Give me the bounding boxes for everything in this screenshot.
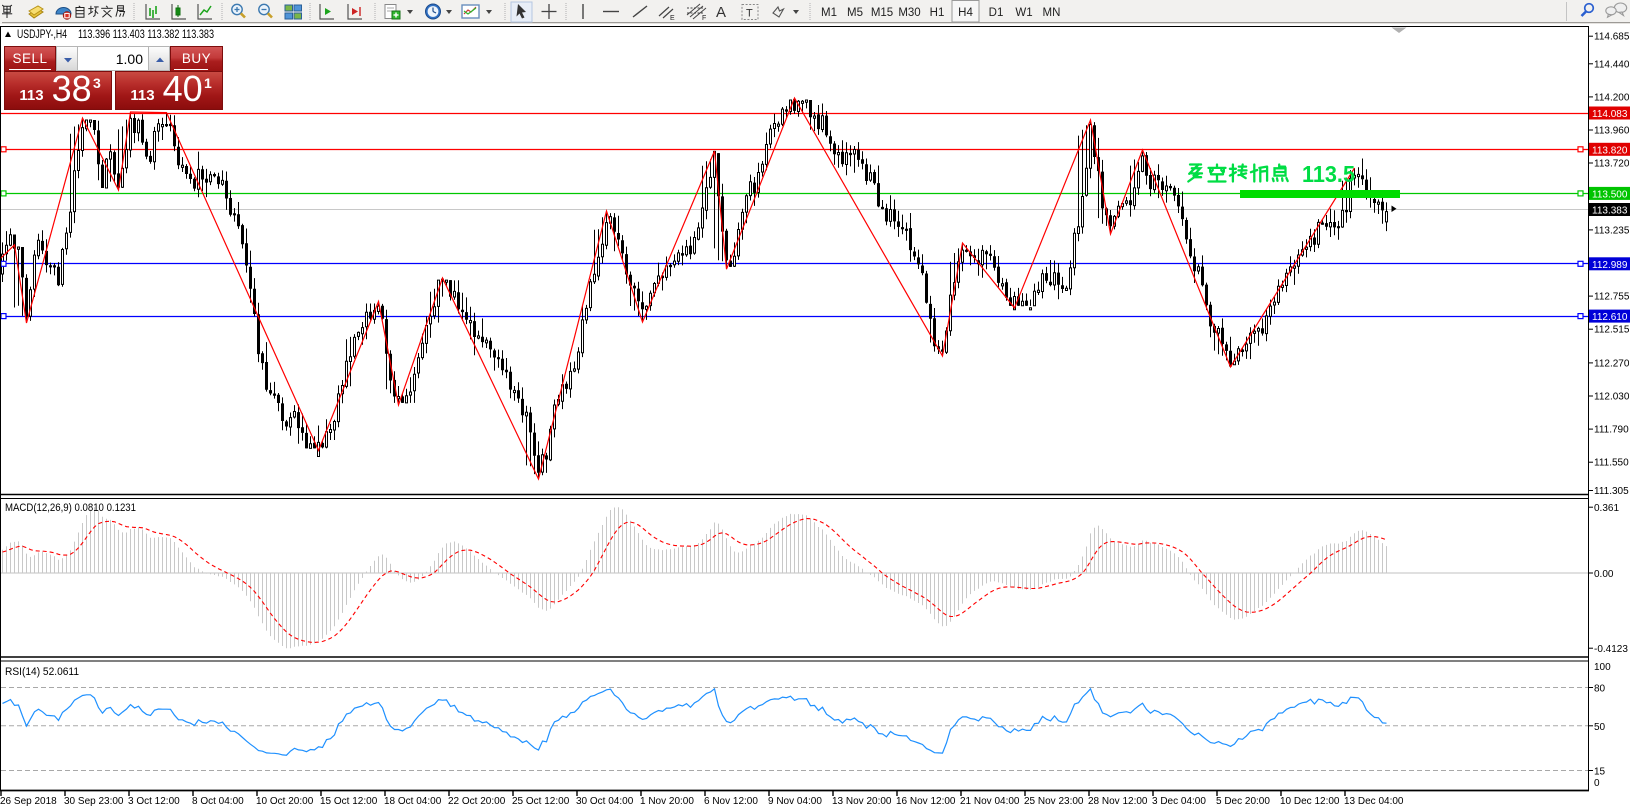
svg-text:113.383: 113.383 (1592, 206, 1628, 217)
svg-text:28 Nov 12:00: 28 Nov 12:00 (1088, 796, 1148, 807)
svg-text:3 Dec 04:00: 3 Dec 04:00 (1152, 796, 1206, 807)
svg-text:M15: M15 (871, 7, 893, 19)
svg-text:22 Oct 20:00: 22 Oct 20:00 (448, 796, 506, 807)
svg-text:1 Nov 20:00: 1 Nov 20:00 (640, 796, 694, 807)
svg-text:0.00: 0.00 (1594, 569, 1614, 580)
svg-text:112.610: 112.610 (1592, 312, 1628, 323)
svg-text:15: 15 (1594, 766, 1606, 777)
svg-text:A: A (716, 4, 726, 21)
svg-text:8 Oct 04:00: 8 Oct 04:00 (192, 796, 244, 807)
svg-text:H4: H4 (958, 7, 973, 19)
svg-text:112.989: 112.989 (1592, 260, 1628, 271)
svg-text:5 Dec 20:00: 5 Dec 20:00 (1216, 796, 1270, 807)
svg-text:112.030: 112.030 (1594, 392, 1630, 403)
svg-text:25 Oct 12:00: 25 Oct 12:00 (512, 796, 570, 807)
svg-text:112.270: 112.270 (1594, 358, 1630, 369)
svg-text:113.820: 113.820 (1592, 145, 1628, 156)
svg-text:0.361: 0.361 (1594, 503, 1619, 514)
svg-text:13 Dec 04:00: 13 Dec 04:00 (1344, 796, 1404, 807)
svg-text:25 Nov 23:00: 25 Nov 23:00 (1024, 796, 1084, 807)
svg-text:USDJPY-,H4: USDJPY-,H4 (17, 29, 67, 41)
svg-text:80: 80 (1594, 684, 1606, 695)
svg-text:0: 0 (1594, 778, 1600, 789)
svg-text:100: 100 (1594, 662, 1611, 673)
svg-text:13 Nov 20:00: 13 Nov 20:00 (832, 796, 892, 807)
svg-text:111.305: 111.305 (1594, 486, 1629, 497)
svg-text:10 Dec 12:00: 10 Dec 12:00 (1280, 796, 1340, 807)
svg-text:3 Oct 12:00: 3 Oct 12:00 (128, 796, 180, 807)
svg-text:114.440: 114.440 (1594, 59, 1630, 70)
svg-text:111.790: 111.790 (1594, 425, 1629, 436)
svg-text:30 Sep 23:00: 30 Sep 23:00 (64, 796, 124, 807)
svg-text:RSI(14) 52.0611: RSI(14) 52.0611 (5, 666, 79, 678)
svg-text:30 Oct 04:00: 30 Oct 04:00 (576, 796, 634, 807)
svg-text:113.396 113.403 113.382 113.38: 113.396 113.403 113.382 113.383 (78, 29, 214, 41)
svg-text:10 Oct 20:00: 10 Oct 20:00 (256, 796, 314, 807)
svg-text:-0.4123: -0.4123 (1594, 644, 1628, 655)
svg-text:W1: W1 (1015, 7, 1032, 19)
svg-text:H1: H1 (930, 7, 945, 19)
svg-text:M1: M1 (821, 7, 837, 19)
svg-text:112.515: 112.515 (1594, 325, 1630, 336)
svg-text:F: F (702, 15, 706, 22)
svg-text:50: 50 (1594, 722, 1606, 733)
svg-text:9 Nov 04:00: 9 Nov 04:00 (768, 796, 822, 807)
svg-text:D1: D1 (989, 7, 1004, 19)
svg-text:15 Oct 12:00: 15 Oct 12:00 (320, 796, 378, 807)
svg-text:26 Sep 2018: 26 Sep 2018 (0, 796, 57, 807)
svg-text:113.235: 113.235 (1594, 225, 1630, 236)
svg-text:E: E (670, 15, 675, 22)
svg-text:112.755: 112.755 (1594, 292, 1630, 303)
svg-text:6 Nov 12:00: 6 Nov 12:00 (704, 796, 758, 807)
svg-text:114.685: 114.685 (1594, 32, 1630, 43)
svg-text:113.500: 113.500 (1592, 189, 1628, 200)
svg-text:T: T (746, 8, 753, 20)
svg-text:M30: M30 (898, 7, 920, 19)
svg-text:M5: M5 (847, 7, 863, 19)
svg-text:111.550: 111.550 (1594, 458, 1629, 469)
svg-text:114.083: 114.083 (1592, 109, 1628, 120)
svg-text:18 Oct 04:00: 18 Oct 04:00 (384, 796, 442, 807)
svg-text:113.5: 113.5 (1302, 161, 1355, 187)
svg-text:16 Nov 12:00: 16 Nov 12:00 (896, 796, 956, 807)
svg-text:113.960: 113.960 (1594, 125, 1630, 136)
svg-text:114.200: 114.200 (1594, 92, 1630, 103)
svg-text:MN: MN (1043, 7, 1061, 19)
svg-text:21 Nov 04:00: 21 Nov 04:00 (960, 796, 1020, 807)
svg-text:MACD(12,26,9) 0.0810 0.1231: MACD(12,26,9) 0.0810 0.1231 (5, 502, 136, 514)
svg-text:113.720: 113.720 (1594, 159, 1630, 170)
